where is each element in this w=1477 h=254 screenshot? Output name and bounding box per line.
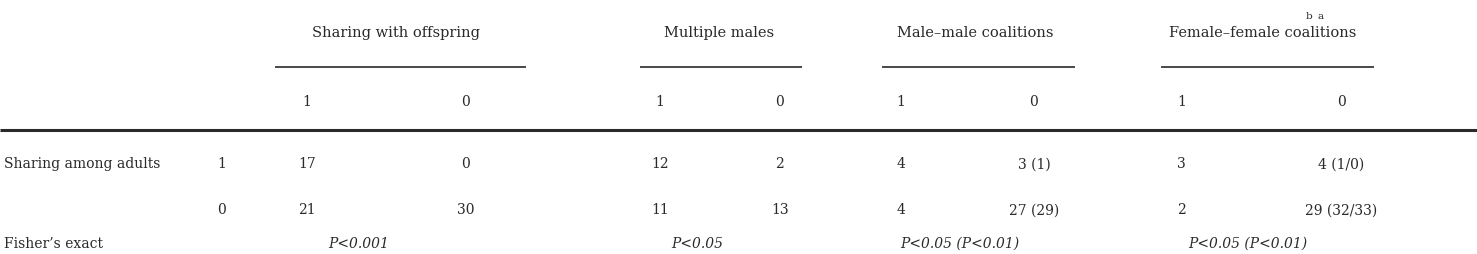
Text: Fisher’s exact: Fisher’s exact <box>4 236 103 249</box>
Text: 13: 13 <box>771 203 789 216</box>
Text: Male–male coalitions: Male–male coalitions <box>897 26 1053 40</box>
Text: P<0.05 (P<0.01): P<0.05 (P<0.01) <box>901 236 1019 249</box>
Text: 0: 0 <box>1337 95 1346 108</box>
Text: 29 (32/33): 29 (32/33) <box>1306 203 1377 216</box>
Text: Multiple males: Multiple males <box>665 26 774 40</box>
Text: P<0.05: P<0.05 <box>671 236 724 249</box>
Text: 1: 1 <box>303 95 312 108</box>
Text: 4: 4 <box>897 157 905 171</box>
Text: 0: 0 <box>461 95 470 108</box>
Text: Sharing with offspring: Sharing with offspring <box>312 26 480 40</box>
Text: 30: 30 <box>456 203 474 216</box>
Text: 1: 1 <box>897 95 905 108</box>
Text: 0: 0 <box>217 203 226 216</box>
Text: 0: 0 <box>775 95 784 108</box>
Text: Female–female coalitions: Female–female coalitions <box>1170 26 1356 40</box>
Text: 12: 12 <box>651 157 669 171</box>
Text: 1: 1 <box>1177 95 1186 108</box>
Text: 0: 0 <box>461 157 470 171</box>
Text: 11: 11 <box>651 203 669 216</box>
Text: 2: 2 <box>775 157 784 171</box>
Text: 21: 21 <box>298 203 316 216</box>
Text: b: b <box>1306 12 1312 21</box>
Text: 27 (29): 27 (29) <box>1009 203 1059 216</box>
Text: P<0.001: P<0.001 <box>328 236 390 249</box>
Text: 17: 17 <box>298 157 316 171</box>
Text: 0: 0 <box>1029 95 1038 108</box>
Text: P<0.05 (P<0.01): P<0.05 (P<0.01) <box>1189 236 1307 249</box>
Text: 3: 3 <box>1177 157 1186 171</box>
Text: 2: 2 <box>1177 203 1186 216</box>
Text: 1: 1 <box>656 95 665 108</box>
Text: a: a <box>1317 12 1323 21</box>
Text: 4 (1/0): 4 (1/0) <box>1317 157 1365 171</box>
Text: 1: 1 <box>217 157 226 171</box>
Text: 4: 4 <box>897 203 905 216</box>
Text: Sharing among adults: Sharing among adults <box>4 157 161 171</box>
Text: 3 (1): 3 (1) <box>1018 157 1050 171</box>
